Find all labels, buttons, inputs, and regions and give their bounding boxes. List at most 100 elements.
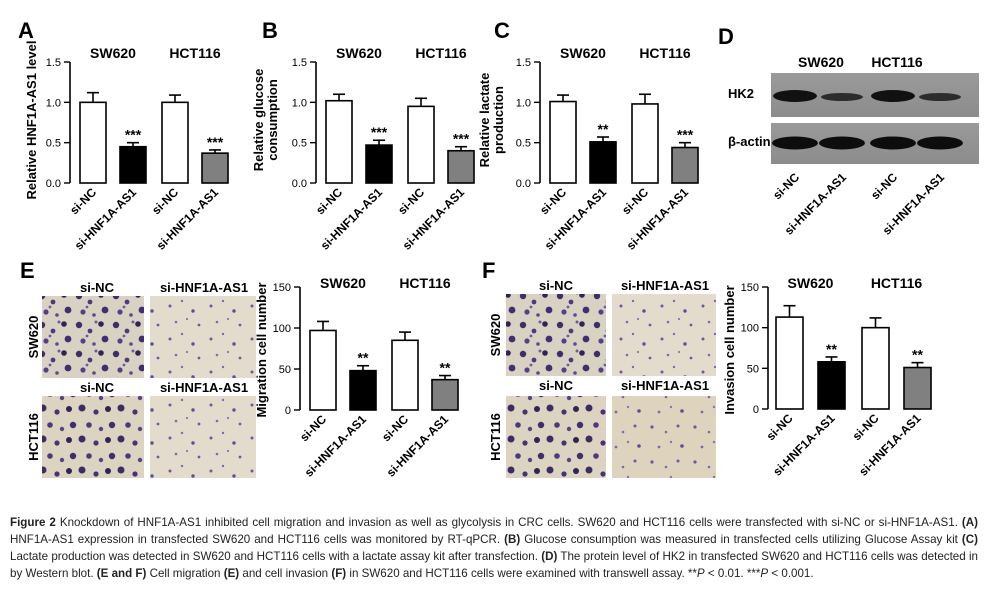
y-tick-label: 0.0 <box>292 178 307 190</box>
x-tick-label: si-NC <box>850 411 882 443</box>
panel-letter-a: A <box>18 18 34 43</box>
bar <box>775 316 804 410</box>
significance-label: *** <box>677 127 694 143</box>
bar <box>447 149 475 184</box>
caption-ref-e: (E) <box>223 567 240 580</box>
bar <box>309 329 337 411</box>
group-label: HCT116 <box>639 45 691 61</box>
group-label: HCT116 <box>169 45 221 61</box>
y-axis-label: Relative HNF1A-AS1 level <box>24 41 39 200</box>
y-tick-label: 1.5 <box>46 57 61 69</box>
blot-group-label: SW620 <box>798 54 844 70</box>
migration-images: si-NC si-HNF1A-AS1 si-NC si-HNF1A-AS1 SW… <box>26 280 256 478</box>
blot-band <box>870 136 916 150</box>
y-tick-label: 100 <box>273 323 291 335</box>
invasion-images: si-NC si-HNF1A-AS1 si-NC si-HNF1A-AS1 SW… <box>488 278 716 478</box>
chart-panel-a: 0.0 0.5 1.0 1.5 Relative HNF1A-AS1 level si-N… <box>24 41 229 253</box>
group-label: HCT116 <box>415 45 467 61</box>
group-label: SW620 <box>336 45 382 61</box>
x-tick-label: si-NC <box>764 411 796 443</box>
y-tick-label: 150 <box>741 282 759 294</box>
y-axis-label: Relative glucose <box>251 69 266 172</box>
significance-label: *** <box>125 127 142 143</box>
y-tick-label: 50 <box>747 363 759 375</box>
caption-ref-a: (A) <box>961 516 978 529</box>
x-tick-label: si-NC <box>313 185 345 217</box>
caption-ref-f: (F) <box>331 567 347 580</box>
caption-p-symbol: P <box>696 567 705 580</box>
figure-stage: A B C D E F 0.0 0.5 1.0 1.5 Relative HNF1A-A… <box>18 18 979 480</box>
caption-ref-d: (D) <box>541 550 558 563</box>
bar <box>119 145 147 184</box>
figure-canvas: A B C D E F 0.0 0.5 1.0 1.5 Relative HNF1A-A… <box>18 18 979 480</box>
image-col-label: si-HNF1A-AS1 <box>621 278 709 293</box>
significance-label: ** <box>440 360 451 376</box>
y-axis-label: Migration cell number <box>254 282 269 417</box>
invasion-image-sw620-sinc <box>506 294 606 376</box>
western-blot-panel: SW620 HCT116 HK2 β-actin si-NC si-HNF1A-… <box>728 54 979 238</box>
bar <box>325 99 353 184</box>
migration-image-hct116-sinc <box>42 396 144 478</box>
x-tick-label: si-NC <box>619 185 651 217</box>
x-tick-label: si-NC <box>149 185 181 217</box>
caption-ref-ef: (E and F) <box>96 567 147 580</box>
panel-letter-f: F <box>482 258 495 283</box>
significance-label: *** <box>453 131 470 147</box>
caption-text-c: Lactate production was detected in SW620… <box>10 550 542 563</box>
significance-label: *** <box>207 134 224 150</box>
y-tick-label: 0.5 <box>46 138 61 150</box>
y-tick-label: 1.0 <box>292 97 307 109</box>
x-tick-label: si-NC <box>67 185 99 217</box>
significance-label: ** <box>598 121 609 137</box>
y-tick-label: 1.5 <box>292 57 307 69</box>
y-tick-label: 0 <box>753 404 759 416</box>
caption-text-b: Glucose consumption was measured in tran… <box>520 533 962 546</box>
caption-text-d: The protein level of HK2 in transfected … <box>10 550 979 580</box>
invasion-image-hct116-si <box>612 396 716 478</box>
y-tick-label: 0.5 <box>516 138 531 150</box>
bar <box>161 101 189 184</box>
image-col-label: si-NC <box>80 380 115 395</box>
blot-band <box>821 93 863 101</box>
caption-p-text: < 0.001. <box>768 567 814 580</box>
blot-band <box>917 136 963 150</box>
image-row-label: SW620 <box>26 316 41 359</box>
x-tick-label: si-NC <box>297 412 329 444</box>
caption-p-text: < 0.01. *** <box>704 567 761 580</box>
bar <box>391 339 419 411</box>
y-axis-label: production <box>491 86 506 154</box>
caption-ref-c: (C) <box>961 533 979 546</box>
bar <box>631 103 659 184</box>
invasion-image-hct116-sinc <box>506 396 606 478</box>
y-tick-label: 0 <box>285 405 291 417</box>
blot-band <box>919 93 961 101</box>
blot-row-label: HK2 <box>728 86 754 101</box>
caption-text-f: in SW620 and HCT116 cells were examined … <box>346 567 697 580</box>
blot-group-label: HCT116 <box>871 54 923 70</box>
image-col-label: si-HNF1A-AS1 <box>160 380 248 395</box>
figure-caption: Figure 2 Knockdown of HNF1A-AS1 inhibite… <box>10 514 978 582</box>
y-axis-label: consumption <box>265 79 280 161</box>
panel-letter-e: E <box>20 258 35 283</box>
caption-ref-b: (B) <box>504 533 521 546</box>
image-row-label: HCT116 <box>26 413 41 461</box>
blot-band <box>772 136 818 150</box>
caption-text-ef: Cell migration <box>146 567 224 580</box>
invasion-image-sw620-si <box>612 294 716 376</box>
bar <box>407 105 435 184</box>
x-tick-label: si-NC <box>537 185 569 217</box>
caption-text-a: HNF1A-AS1 expression in transfected SW62… <box>10 533 505 546</box>
image-row-label: SW620 <box>488 314 503 357</box>
blot-lane-label: si-NC <box>868 170 900 202</box>
bar <box>589 141 617 184</box>
significance-label: ** <box>358 350 369 366</box>
x-tick-label: si-NC <box>395 185 427 217</box>
significance-label: *** <box>371 124 388 140</box>
group-label: SW620 <box>788 275 834 291</box>
y-tick-label: 50 <box>279 364 291 376</box>
panel-letter-d: D <box>718 24 734 49</box>
blot-band <box>773 90 817 102</box>
significance-label: ** <box>912 347 923 363</box>
migration-image-hct116-si <box>150 396 256 478</box>
